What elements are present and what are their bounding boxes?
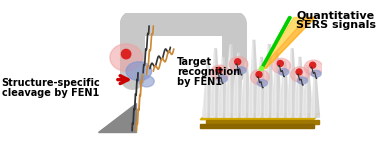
Polygon shape xyxy=(249,40,259,117)
Ellipse shape xyxy=(311,70,321,77)
Polygon shape xyxy=(200,114,319,120)
Text: Structure-specific: Structure-specific xyxy=(2,78,101,88)
Polygon shape xyxy=(302,66,307,117)
Polygon shape xyxy=(256,57,266,117)
Polygon shape xyxy=(203,62,213,117)
Polygon shape xyxy=(279,62,284,117)
Polygon shape xyxy=(211,49,221,117)
Text: by FEN1: by FEN1 xyxy=(177,77,222,87)
Polygon shape xyxy=(234,53,238,117)
Ellipse shape xyxy=(217,75,228,82)
Polygon shape xyxy=(279,62,290,117)
Text: SERS signals: SERS signals xyxy=(296,20,376,30)
Ellipse shape xyxy=(259,66,264,71)
Polygon shape xyxy=(222,73,246,92)
Polygon shape xyxy=(241,62,245,117)
Polygon shape xyxy=(206,120,319,124)
Ellipse shape xyxy=(272,58,291,74)
Ellipse shape xyxy=(279,69,289,75)
Ellipse shape xyxy=(297,77,308,84)
Ellipse shape xyxy=(291,67,309,82)
Ellipse shape xyxy=(257,80,268,86)
Ellipse shape xyxy=(251,69,269,85)
Polygon shape xyxy=(256,57,261,117)
Ellipse shape xyxy=(304,60,323,75)
Ellipse shape xyxy=(126,62,152,80)
Ellipse shape xyxy=(236,67,246,74)
Polygon shape xyxy=(264,45,268,117)
Polygon shape xyxy=(287,49,297,117)
Ellipse shape xyxy=(277,60,283,66)
Text: Target: Target xyxy=(177,57,212,67)
Polygon shape xyxy=(211,49,215,117)
Polygon shape xyxy=(200,124,313,128)
Polygon shape xyxy=(98,103,136,132)
Polygon shape xyxy=(295,57,299,117)
Ellipse shape xyxy=(296,69,302,75)
Ellipse shape xyxy=(310,62,316,68)
Polygon shape xyxy=(249,40,253,117)
Polygon shape xyxy=(261,17,291,69)
Polygon shape xyxy=(264,45,274,117)
Polygon shape xyxy=(311,75,314,117)
Polygon shape xyxy=(295,57,305,117)
Ellipse shape xyxy=(110,44,142,71)
Polygon shape xyxy=(226,45,230,117)
Ellipse shape xyxy=(139,76,154,87)
Polygon shape xyxy=(262,17,315,69)
Polygon shape xyxy=(218,57,228,117)
Ellipse shape xyxy=(256,72,262,77)
Ellipse shape xyxy=(229,57,248,72)
Polygon shape xyxy=(203,62,207,117)
Ellipse shape xyxy=(121,49,131,59)
Polygon shape xyxy=(218,57,222,117)
Ellipse shape xyxy=(216,67,222,73)
Text: Quantitative: Quantitative xyxy=(296,11,375,21)
Polygon shape xyxy=(272,53,276,117)
Polygon shape xyxy=(226,45,236,117)
Polygon shape xyxy=(287,49,291,117)
Ellipse shape xyxy=(211,65,229,80)
Polygon shape xyxy=(311,75,319,117)
Polygon shape xyxy=(272,53,282,117)
Polygon shape xyxy=(302,66,313,117)
Text: recognition: recognition xyxy=(177,67,240,77)
Polygon shape xyxy=(234,53,244,117)
Ellipse shape xyxy=(235,59,241,65)
Polygon shape xyxy=(262,17,315,69)
Polygon shape xyxy=(241,62,251,117)
Text: cleavage by FEN1: cleavage by FEN1 xyxy=(2,88,99,98)
